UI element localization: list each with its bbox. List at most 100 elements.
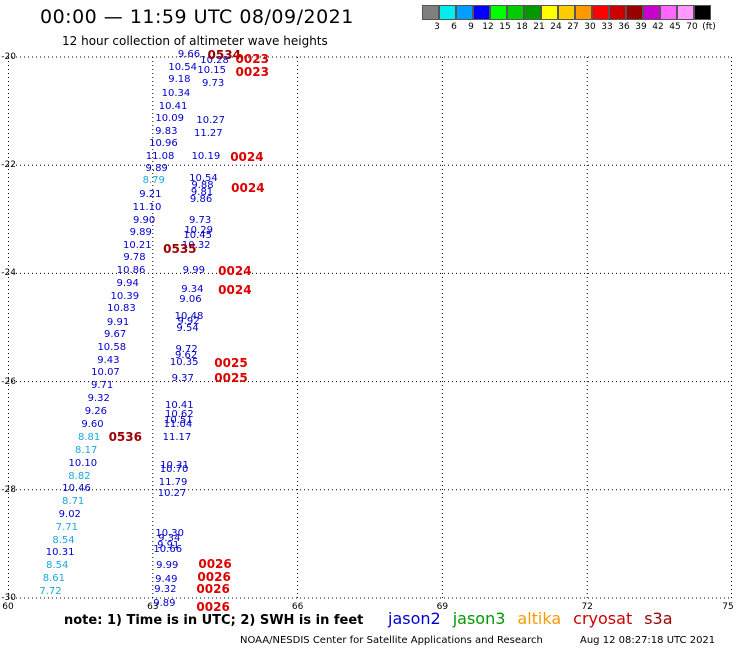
wave-height-value: 10.62 xyxy=(165,409,194,421)
wave-height-value: 9.67 xyxy=(104,329,127,341)
color-scale-tick: 9 xyxy=(468,22,474,32)
wave-height-value: 10.45 xyxy=(183,230,213,242)
color-scale-tick: (ft) xyxy=(702,22,716,32)
color-scale-swatch xyxy=(507,5,524,20)
longitude-label: 69 xyxy=(436,602,449,612)
wave-height-value: 9.43 xyxy=(97,355,120,367)
wave-height-value: 10.31 xyxy=(160,459,189,471)
legend-item-jason3: jason3 xyxy=(452,609,506,628)
longitude-label: 72 xyxy=(581,602,593,612)
legend-item-s3a: s3a xyxy=(644,609,673,628)
wave-height-value: 11.10 xyxy=(132,201,162,213)
wave-height-value: 11.04 xyxy=(163,419,193,431)
wave-height-value: 9.92 xyxy=(177,315,200,327)
color-scale-swatch xyxy=(575,5,592,20)
latitude-label: -22 xyxy=(1,160,16,171)
pass-time-label: 0024 xyxy=(218,282,252,297)
longitude-label: 60 xyxy=(2,602,14,612)
wave-height-value: 9.94 xyxy=(116,277,139,289)
wave-height-value: 10.07 xyxy=(91,367,120,379)
wave-height-value: 9.86 xyxy=(189,194,213,206)
wave-height-value: 10.54 xyxy=(189,173,218,185)
color-scale-swatch xyxy=(490,5,507,20)
color-scale-swatch xyxy=(677,5,694,20)
pass-time-label: 0023 xyxy=(235,51,269,66)
wave-height-value: 11.17 xyxy=(162,432,192,444)
wave-height-value: 8.17 xyxy=(75,444,98,456)
wave-height-value: 9.49 xyxy=(155,574,178,586)
wave-height-value: 8.61 xyxy=(42,573,65,585)
latitude-label: -28 xyxy=(1,484,16,495)
wave-height-value: 10.54 xyxy=(168,61,198,73)
wave-height-value: 9.89 xyxy=(153,597,176,609)
wave-height-value: 10.39 xyxy=(110,290,140,302)
wave-height-value: 10.83 xyxy=(107,303,136,315)
color-scale-swatch xyxy=(524,5,541,20)
wave-height-value: 9.83 xyxy=(155,125,178,137)
wave-height-value: 9.34 xyxy=(181,283,204,295)
generation-timestamp: Aug 12 08:27:18 UTC 2021 xyxy=(580,635,716,646)
color-scale-tick: 3 xyxy=(434,22,440,32)
wave-height-value: 10.09 xyxy=(155,113,185,125)
latitude-label: -30 xyxy=(1,593,16,603)
pass-time-label: 0024 xyxy=(218,263,252,278)
color-scale-swatch xyxy=(609,5,626,20)
wave-height-value: 9.34 xyxy=(158,533,181,545)
color-scale-swatch xyxy=(422,5,439,20)
wave-height-value: 10.86 xyxy=(116,264,146,276)
credit-text: NOAA/NESDIS Center for Satellite Applica… xyxy=(240,635,543,646)
wave-height-value: 10.41 xyxy=(158,100,188,112)
color-scale-tick: 27 xyxy=(567,22,579,32)
wave-height-value: 8.54 xyxy=(52,534,75,546)
wave-height-value: 10.27 xyxy=(157,488,187,500)
wave-height-value: 9.91 xyxy=(106,316,130,328)
wave-height-value: 9.89 xyxy=(145,162,168,174)
wave-height-value: 10.35 xyxy=(169,357,199,369)
wave-height-value: 10.31 xyxy=(45,547,75,559)
color-scale-tick: 39 xyxy=(635,22,647,32)
wave-height-value: 9.62 xyxy=(174,349,198,361)
wave-height-value: 9.88 xyxy=(191,180,214,192)
wave-height-value: 9.60 xyxy=(81,419,104,431)
wave-height-value: 9.32 xyxy=(154,584,177,596)
longitude-label: 75 xyxy=(722,602,734,612)
wave-height-value: 11.08 xyxy=(145,150,175,162)
wave-height-value: 9.71 xyxy=(90,379,114,391)
wave-height-value: 9.66 xyxy=(177,49,201,61)
wave-height-value: 9.91 xyxy=(157,539,180,551)
wave-height-value: 10.27 xyxy=(196,114,226,126)
color-scale-tick: 21 xyxy=(533,22,545,32)
color-scale-swatch xyxy=(643,5,660,20)
wave-height-value: 10.21 xyxy=(123,239,152,251)
wave-height-value: 10.28 xyxy=(200,55,229,67)
wave-height-value: 10.32 xyxy=(181,240,211,252)
pass-time-label: 0024 xyxy=(230,149,264,164)
wave-height-value: 10.51 xyxy=(164,415,193,427)
color-scale-tick: 36 xyxy=(618,22,630,32)
wave-height-value: 10.34 xyxy=(161,87,191,99)
color-scale-tick: 12 xyxy=(482,22,494,32)
wave-height-value: 9.21 xyxy=(139,188,162,200)
wave-height-value: 9.18 xyxy=(168,74,191,86)
wave-height-value: 10.30 xyxy=(155,527,185,539)
color-scale-bar xyxy=(422,5,711,20)
pass-time-label: 0534 xyxy=(207,48,241,63)
wave-height-value: 10.70 xyxy=(159,464,189,476)
wave-height-value: 10.15 xyxy=(197,64,226,76)
color-scale-tick: 6 xyxy=(451,22,457,32)
color-scale-tick: 24 xyxy=(550,22,562,32)
color-scale-tick: 45 xyxy=(669,22,681,32)
pass-time-label: 0536 xyxy=(108,430,142,445)
wave-height-value: 9.26 xyxy=(84,406,107,418)
pass-time-label: 0026 xyxy=(196,582,230,597)
latitude-label: -20 xyxy=(1,52,16,62)
pass-time-label: 0024 xyxy=(231,180,265,195)
color-scale-swatch xyxy=(456,5,473,20)
color-scale-swatch xyxy=(626,5,643,20)
wave-height-value: 9.89 xyxy=(129,227,152,239)
color-scale-swatch xyxy=(541,5,558,20)
color-scale-swatch xyxy=(660,5,677,20)
longitude-label: 63 xyxy=(147,602,159,612)
wave-height-value: 9.73 xyxy=(188,214,212,226)
color-scale-swatch xyxy=(473,5,490,20)
